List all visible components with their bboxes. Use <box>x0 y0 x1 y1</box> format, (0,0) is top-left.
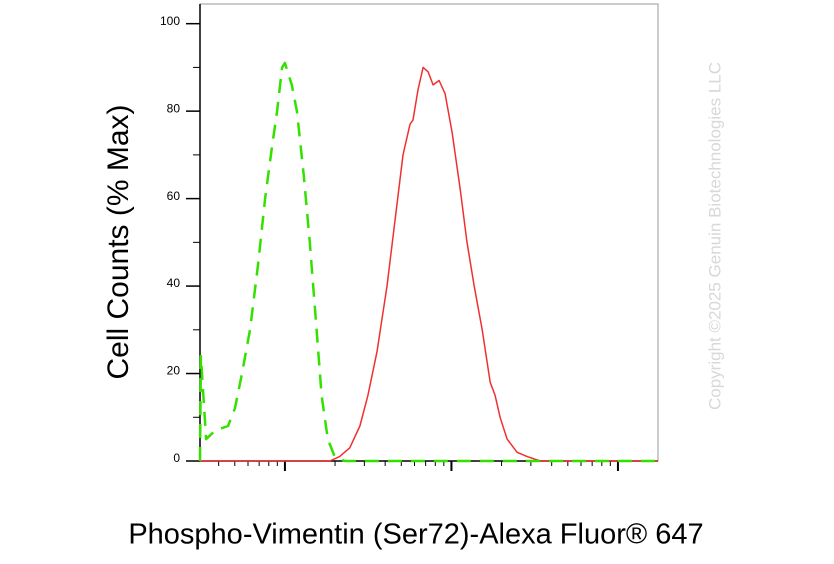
y-tick-label: 80 <box>167 101 181 115</box>
y-tick-label: 100 <box>160 14 180 28</box>
y-tick-label: 0 <box>173 451 180 465</box>
x-axis-label: Phospho-Vimentin (Ser72)-Alexa Fluor® 64… <box>128 519 703 551</box>
watermark: Copyright ©2025 Genuin Biotechnologies L… <box>705 62 724 410</box>
histogram-line <box>200 66 658 462</box>
y-tick-label: 20 <box>167 364 181 378</box>
y-tick-label: 60 <box>167 189 181 203</box>
histogram-line <box>198 61 658 463</box>
y-axis-label: Cell Counts (% Max) <box>102 104 135 379</box>
y-tick-label: 40 <box>167 276 181 290</box>
